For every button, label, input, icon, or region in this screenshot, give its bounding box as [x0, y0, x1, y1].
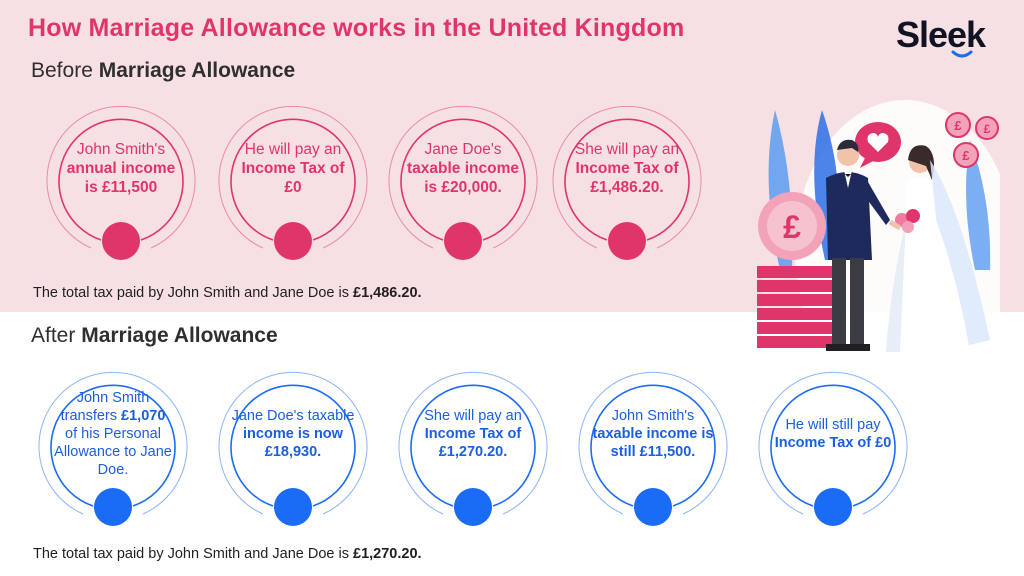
ring-icon [758, 371, 908, 515]
logo-smile-icon [951, 50, 973, 58]
small-coin-symbol-3: £ [962, 148, 970, 163]
ring-icon [218, 105, 368, 249]
step-dot [274, 222, 312, 260]
ring-icon [46, 105, 196, 249]
step-text: She will pay an Income Tax of £1,486.20. [574, 140, 680, 196]
after-step-4: John Smith's taxable income is still £11,… [563, 358, 743, 538]
step-dot [608, 222, 646, 260]
step-dot [454, 488, 492, 526]
before-step-1: John Smith's annual income is £11,500 [31, 92, 211, 272]
step-text: He will pay an Income Tax of £0 [241, 140, 345, 196]
step-dot [814, 488, 852, 526]
after-step-1: John Smith transfers £1,070 of his Person… [23, 358, 203, 538]
before-step-2: He will pay an Income Tax of £0 [203, 92, 383, 272]
step-text: John Smith's taxable income is still £11,… [592, 408, 714, 460]
big-coin-symbol: £ [783, 209, 801, 245]
ring-icon [388, 105, 538, 249]
before-heading: Before Marriage Allowance [31, 59, 296, 82]
step-dot [94, 488, 132, 526]
step-dot [102, 222, 140, 260]
page-title: How Marriage Allowance works in the Unit… [28, 14, 685, 42]
step-dot [274, 488, 312, 526]
ring-icon [38, 371, 188, 515]
step-text: John Smith transfers £1,070 of his Person… [54, 390, 172, 478]
small-coin-symbol-2: £ [984, 122, 991, 136]
step-text: Jane Doe's taxable income is £20,000. [407, 140, 519, 196]
step-text: John Smith's annual income is £11,500 [66, 140, 176, 196]
after-step-2: Jane Doe's taxable income is now £18,930. [203, 358, 383, 538]
step-text: She will pay an Income Tax of £1,270.20. [424, 408, 522, 460]
ring-icon [218, 371, 368, 515]
before-total: The total tax paid by John Smith and Jan… [33, 285, 422, 301]
after-total: The total tax paid by John Smith and Jan… [33, 546, 422, 562]
after-heading: After Marriage Allowance [31, 324, 278, 347]
step-text: Jane Doe's taxable income is now £18,930. [231, 408, 355, 460]
ring-icon [398, 371, 548, 515]
after-step-5: He will still pay Income Tax of £0 [743, 358, 923, 538]
ring-icon [578, 371, 728, 515]
small-coin-symbol-1: £ [954, 118, 962, 133]
before-step-3: Jane Doe's taxable income is £20,000. [373, 92, 553, 272]
step-dot [634, 488, 672, 526]
ring-icon [552, 105, 702, 249]
sleek-logo: Sleek [896, 14, 986, 55]
step-dot [444, 222, 482, 260]
before-step-4: She will pay an Income Tax of £1,486.20. [537, 92, 717, 272]
couple-illustration: £ £ £ £ [757, 100, 1000, 360]
after-step-3: She will pay an Income Tax of £1,270.20. [383, 358, 563, 538]
step-text: He will still pay Income Tax of £0 [774, 417, 892, 451]
